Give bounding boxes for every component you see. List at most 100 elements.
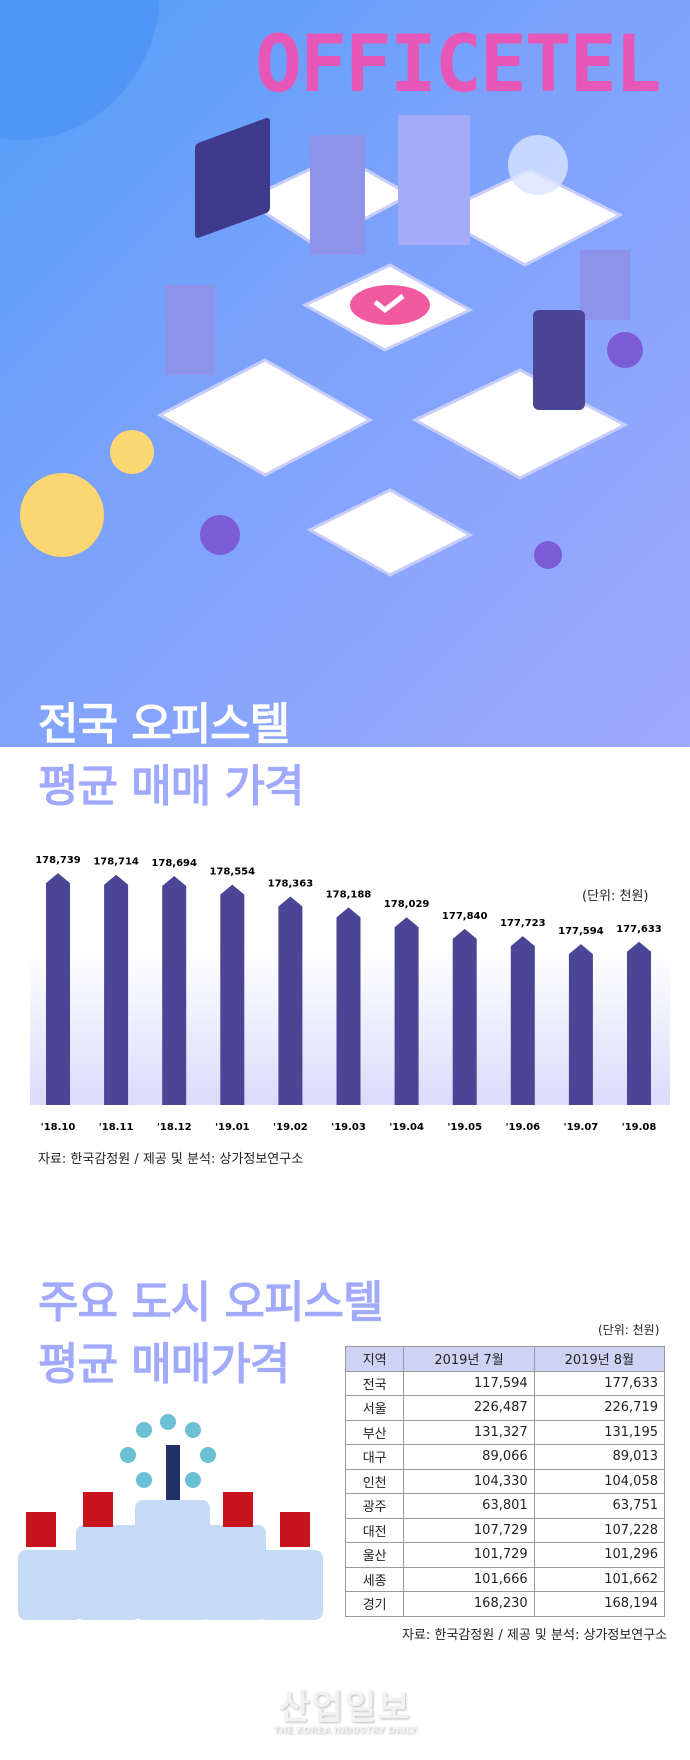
city-price-table: 지역 2019년 7월 2019년 8월 전국 117,594 177,633 서울 2… <box>344 1346 666 1617</box>
building-icon <box>310 135 365 255</box>
data-label: 177,723 <box>500 918 546 929</box>
x-tick-label: '19.02 <box>273 1122 308 1133</box>
building-icon <box>580 250 630 320</box>
publisher-logo: 산업일보 THE KOREA INDUSTRY DAILY <box>265 1690 425 1736</box>
section1-title-line2: 평균 매매 가격 <box>38 761 305 812</box>
tree-icon <box>534 541 562 569</box>
price-cell: 107,228 <box>533 1517 666 1543</box>
header-august: 2019년 8월 <box>533 1346 666 1372</box>
building-icon <box>398 115 470 245</box>
tree-icon <box>607 332 643 368</box>
tree-icon <box>200 515 240 555</box>
bar <box>162 875 187 1105</box>
table-source: 자료: 한국감정원 / 제공 및 분석: 상가정보연구소 <box>402 1628 668 1643</box>
x-tick-label: '19.08 <box>622 1122 657 1133</box>
price-cell: 89,013 <box>533 1444 666 1470</box>
region-cell: 부산 <box>344 1419 405 1445</box>
table-row: 세종 101,666 101,662 <box>344 1566 666 1592</box>
bar <box>627 941 651 1105</box>
bar <box>568 944 593 1105</box>
podium <box>258 1550 323 1620</box>
price-cell: 107,729 <box>403 1517 535 1543</box>
data-label: 178,363 <box>268 878 314 889</box>
region-cell: 울산 <box>344 1542 405 1568</box>
hero-illustration: OFFICETEL <box>0 0 690 747</box>
region-cell: 인천 <box>344 1468 405 1494</box>
data-label: 177,594 <box>558 926 604 937</box>
isometric-office-illustration <box>20 115 643 577</box>
data-label: 178,739 <box>35 855 81 866</box>
lightbulb-icon <box>508 135 568 195</box>
laptop-icon <box>195 117 270 238</box>
price-cell: 131,195 <box>533 1419 666 1445</box>
platform-bulb <box>431 168 624 267</box>
data-label: 178,554 <box>210 867 256 878</box>
x-tick-label: '18.11 <box>99 1122 134 1133</box>
price-cell: 101,729 <box>403 1542 535 1568</box>
price-cell: 168,230 <box>403 1591 535 1617</box>
bar <box>104 874 129 1105</box>
table-row: 대구 89,066 89,013 <box>344 1444 666 1470</box>
table-row: 전국 117,594 177,633 <box>344 1370 666 1396</box>
x-tick-label: '18.10 <box>41 1122 76 1133</box>
podium <box>76 1525 141 1620</box>
price-cell: 63,801 <box>403 1493 535 1519</box>
platform-meeting <box>411 368 629 480</box>
price-cell: 131,327 <box>403 1419 535 1445</box>
price-cell: 226,487 <box>403 1395 535 1421</box>
bar <box>46 873 70 1105</box>
section1-title-line1: 전국 오피스텔 <box>38 699 290 750</box>
table-unit-label: (단위: 천원) <box>598 1323 660 1337</box>
data-label: 178,188 <box>326 889 372 900</box>
table-row: 경기 168,230 168,194 <box>344 1591 666 1617</box>
bar <box>336 907 361 1105</box>
x-tick-label: '19.01 <box>215 1122 250 1133</box>
region-cell: 대전 <box>344 1517 405 1543</box>
meeting-illustration <box>18 1414 323 1620</box>
price-cell: 101,662 <box>533 1566 666 1592</box>
podium <box>18 1550 83 1620</box>
chart-unit-label: (단위: 천원) <box>582 889 649 904</box>
brand-title: OFFICETEL <box>255 20 662 110</box>
table-row: 대전 107,729 107,228 <box>344 1517 666 1543</box>
presenter-icon <box>166 1445 180 1500</box>
region-cell: 세종 <box>344 1566 405 1592</box>
x-tick-label: '19.03 <box>331 1122 366 1133</box>
table-row: 인천 104,330 104,058 <box>344 1468 666 1494</box>
bar <box>394 917 419 1105</box>
chair-icon <box>223 1492 253 1527</box>
data-label: 178,029 <box>384 899 430 910</box>
region-cell: 서울 <box>344 1395 405 1421</box>
header-july: 2019년 7월 <box>403 1346 535 1372</box>
data-label: 177,633 <box>616 924 662 935</box>
header-region: 지역 <box>344 1346 405 1372</box>
price-cell: 117,594 <box>403 1370 535 1396</box>
platform-handshake <box>306 488 474 577</box>
x-tick-label: '19.05 <box>447 1122 482 1133</box>
section2-title-line1: 주요 도시 오피스텔 <box>38 1277 383 1328</box>
logo-english: THE KOREA INDUSTRY DAILY <box>273 1726 417 1736</box>
bar-chart: 178,739 '18.10 178,714 '18.11 178,694 '18.12 1… <box>35 855 662 1133</box>
tablet-icon <box>533 310 585 410</box>
region-cell: 광주 <box>344 1493 405 1519</box>
data-label: 177,840 <box>442 911 488 922</box>
price-cell: 104,330 <box>403 1468 535 1494</box>
logo-korean: 산업일보 <box>278 1688 412 1728</box>
bar <box>510 936 535 1105</box>
price-cell: 89,066 <box>403 1444 535 1470</box>
yellow-circle <box>20 473 104 557</box>
x-tick-label: '19.06 <box>505 1122 540 1133</box>
chair-icon <box>83 1492 113 1527</box>
price-cell: 168,194 <box>533 1591 666 1617</box>
table-row: 광주 63,801 63,751 <box>344 1493 666 1519</box>
table-row: 부산 131,327 131,195 <box>344 1419 666 1445</box>
data-label: 178,694 <box>151 858 197 869</box>
table-row: 서울 226,487 226,719 <box>344 1395 666 1421</box>
yellow-circle <box>110 430 154 474</box>
region-cell: 전국 <box>344 1370 405 1396</box>
price-cell: 104,058 <box>533 1468 666 1494</box>
building-icon <box>165 285 215 375</box>
price-cell: 177,633 <box>533 1370 666 1396</box>
price-cell: 63,751 <box>533 1493 666 1519</box>
table-row: 울산 101,729 101,296 <box>344 1542 666 1568</box>
